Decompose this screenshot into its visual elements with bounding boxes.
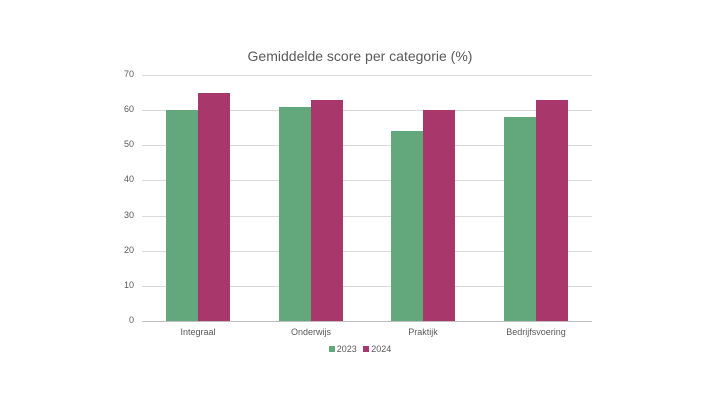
gridline xyxy=(142,216,592,217)
bar-integraal-2023 xyxy=(166,110,198,321)
gridline xyxy=(142,75,592,76)
legend-swatch-2023 xyxy=(328,346,335,352)
legend-label: 2024 xyxy=(371,344,392,354)
gridline xyxy=(142,251,592,252)
y-tick-label: 0 xyxy=(128,315,134,325)
legend-swatch-2024 xyxy=(363,346,370,352)
gridline xyxy=(142,286,592,287)
y-tick-label: 70 xyxy=(123,69,134,79)
legend-item-2024: 2024 xyxy=(363,344,391,354)
legend-label: 2023 xyxy=(336,344,357,354)
y-tick-label: 60 xyxy=(123,104,134,114)
gridline xyxy=(142,110,592,111)
gridline xyxy=(142,321,592,322)
bar-onderwijs-2024 xyxy=(311,100,343,321)
x-tick-label: Bedrijfsvoering xyxy=(506,327,566,337)
gridline xyxy=(142,180,592,181)
bar-praktijk-2023 xyxy=(391,131,423,321)
legend: 2023 2024 xyxy=(0,344,720,354)
bar-integraal-2024 xyxy=(198,93,230,321)
bar-onderwijs-2023 xyxy=(279,107,311,321)
y-tick-label: 30 xyxy=(123,210,134,220)
y-tick-label: 40 xyxy=(123,174,134,184)
bar-bedrijfsvoering-2024 xyxy=(536,100,568,321)
y-tick-label: 50 xyxy=(123,139,134,149)
bar-praktijk-2024 xyxy=(423,110,455,321)
y-tick-label: 20 xyxy=(123,245,134,255)
bar-bedrijfsvoering-2023 xyxy=(504,117,536,321)
y-tick-label: 10 xyxy=(123,280,134,290)
x-tick-label: Integraal xyxy=(180,327,216,337)
chart-title: Gemiddelde score per categorie (%) xyxy=(247,48,473,64)
x-tick-label: Praktijk xyxy=(408,327,438,337)
legend-item-2023: 2023 xyxy=(328,344,357,354)
gridline xyxy=(142,145,592,146)
x-tick-label: Onderwijs xyxy=(290,327,331,337)
